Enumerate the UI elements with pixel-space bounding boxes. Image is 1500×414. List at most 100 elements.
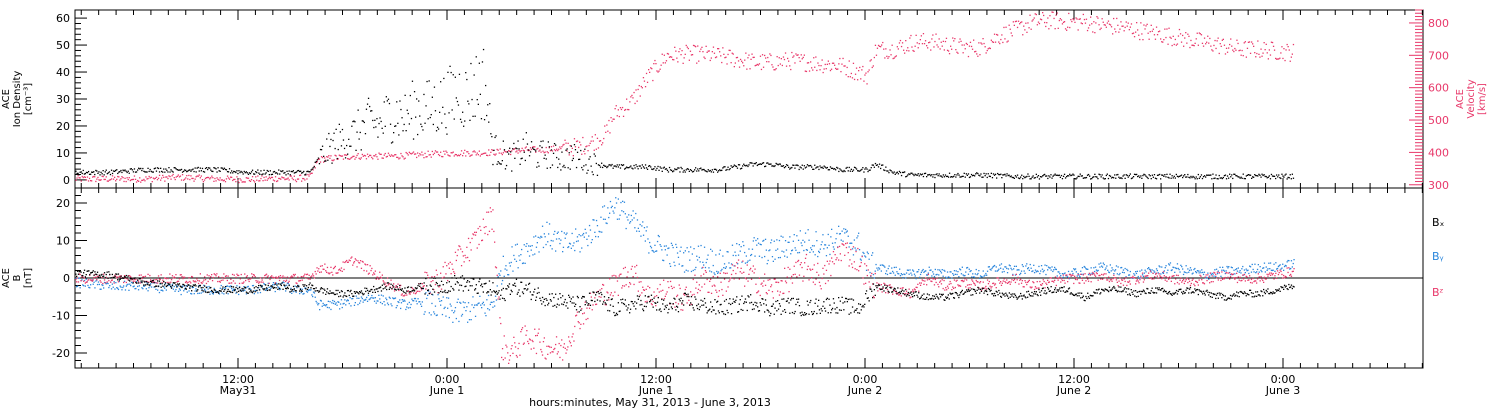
data-point — [608, 120, 609, 121]
data-point — [387, 303, 388, 304]
data-point — [85, 286, 86, 287]
data-point — [505, 265, 506, 266]
data-point — [326, 272, 327, 273]
data-point — [370, 270, 371, 271]
data-point — [464, 307, 465, 308]
data-point — [603, 219, 604, 220]
data-point — [673, 262, 674, 263]
data-point — [875, 264, 876, 265]
data-point — [95, 181, 96, 182]
data-point — [1289, 177, 1290, 178]
data-point — [756, 245, 757, 246]
data-point — [410, 95, 411, 96]
data-point — [147, 274, 148, 275]
data-point — [827, 247, 828, 248]
data-point — [161, 177, 162, 178]
data-point — [415, 117, 416, 118]
data-point — [343, 159, 344, 160]
data-point — [1238, 267, 1239, 268]
data-point — [482, 61, 483, 62]
data-point — [672, 288, 673, 289]
data-point — [624, 202, 625, 203]
data-point — [238, 182, 239, 183]
data-point — [1133, 33, 1134, 34]
data-point — [895, 174, 896, 175]
data-point — [720, 250, 721, 251]
data-point — [242, 283, 243, 284]
data-point — [371, 268, 372, 269]
data-point — [330, 267, 331, 268]
data-point — [855, 74, 856, 75]
data-point — [200, 168, 201, 169]
data-point — [1044, 265, 1045, 266]
data-point — [662, 171, 663, 172]
data-point — [1128, 23, 1129, 24]
data-point — [428, 151, 429, 152]
data-point — [450, 262, 451, 263]
data-point — [754, 57, 755, 58]
data-point — [650, 299, 651, 300]
data-point — [508, 363, 509, 364]
data-point — [463, 153, 464, 154]
data-point — [639, 85, 640, 86]
data-point — [388, 99, 389, 100]
data-point — [400, 153, 401, 154]
data-point — [803, 57, 804, 58]
data-point — [353, 262, 354, 263]
data-point — [680, 309, 681, 310]
data-point — [687, 247, 688, 248]
data-point — [1214, 178, 1215, 179]
data-point — [399, 299, 400, 300]
data-point — [429, 312, 430, 313]
data-point — [877, 48, 878, 49]
data-point — [1225, 53, 1226, 54]
data-point — [602, 206, 603, 207]
data-point — [1267, 52, 1268, 53]
data-point — [528, 245, 529, 246]
data-point — [599, 165, 600, 166]
data-point — [738, 60, 739, 61]
data-point — [986, 275, 987, 276]
data-point — [164, 172, 165, 173]
data-point — [1050, 267, 1051, 268]
data-point — [537, 162, 538, 163]
data-point — [1130, 27, 1131, 28]
data-point — [696, 282, 697, 283]
data-point — [420, 154, 421, 155]
data-point — [659, 291, 660, 292]
data-point — [697, 45, 698, 46]
data-point — [397, 157, 398, 158]
data-point — [524, 150, 525, 151]
data-point — [254, 181, 255, 182]
data-point — [1235, 50, 1236, 51]
data-point — [558, 159, 559, 160]
data-point — [1118, 266, 1119, 267]
data-point — [911, 274, 912, 275]
data-point — [985, 273, 986, 274]
data-point — [367, 264, 368, 265]
data-point — [779, 57, 780, 58]
data-point — [795, 250, 796, 251]
data-point — [660, 246, 661, 247]
data-point — [1078, 29, 1079, 30]
data-point — [96, 179, 97, 180]
data-point — [617, 219, 618, 220]
data-point — [1269, 268, 1270, 269]
data-point — [1265, 271, 1266, 272]
data-point — [77, 173, 78, 174]
data-point — [169, 171, 170, 172]
data-point — [213, 277, 214, 278]
data-point — [539, 145, 540, 146]
data-point — [139, 275, 140, 276]
data-point — [770, 55, 771, 56]
data-point — [637, 166, 638, 167]
data-point — [1157, 34, 1158, 35]
data-point — [784, 256, 785, 257]
data-point — [402, 299, 403, 300]
data-point — [1250, 266, 1251, 267]
data-point — [1157, 270, 1158, 271]
data-point — [389, 155, 390, 156]
data-point — [707, 171, 708, 172]
data-point — [828, 245, 829, 246]
data-point — [718, 271, 719, 272]
